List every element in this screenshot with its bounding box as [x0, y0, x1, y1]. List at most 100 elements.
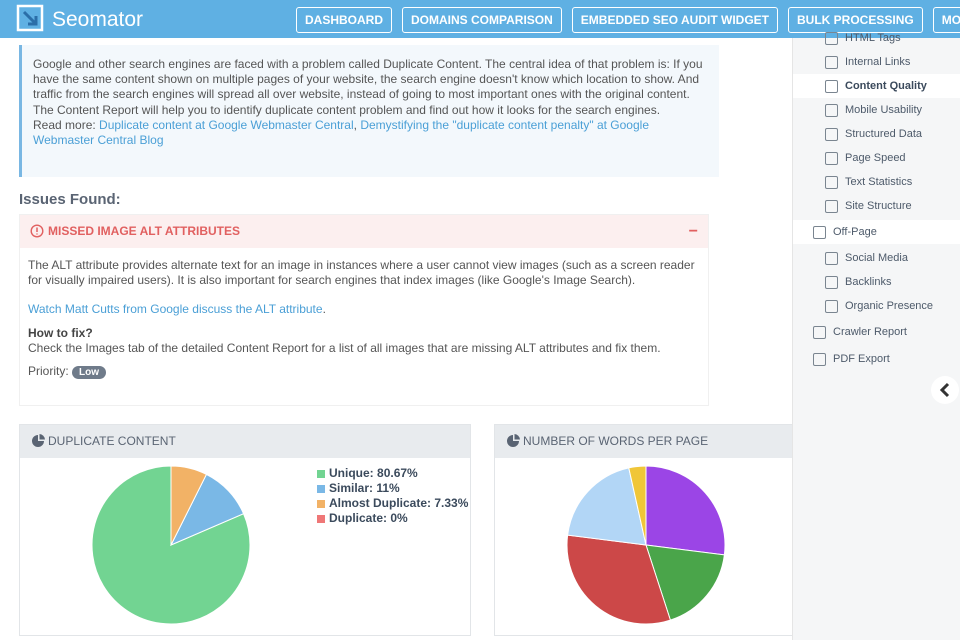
nav-button[interactable]: EMBEDDED SEO AUDIT WIDGET	[571, 7, 779, 33]
pie-icon	[507, 434, 520, 447]
pie-slice	[170, 465, 208, 546]
icon	[825, 128, 838, 141]
legend-label: Duplicate	[329, 511, 383, 525]
sidebar-item[interactable]: Organic Presence	[793, 294, 960, 318]
icon	[825, 104, 838, 117]
chart-panel: NUMBER OF WORDS PER PAGE	[494, 424, 806, 636]
sidebar-label: Backlinks	[845, 276, 892, 288]
collapse-button[interactable]	[930, 375, 960, 405]
brand[interactable]: Seomator	[52, 8, 144, 31]
panel-header: NUMBER OF WORDS PER PAGE	[495, 425, 805, 458]
sidebar-label: Text Statistics	[845, 176, 913, 188]
sidebar-label: HTML Tags	[845, 32, 901, 44]
chart	[566, 465, 726, 625]
sidebar-item[interactable]: Crawler Report	[793, 320, 960, 344]
icon	[813, 326, 826, 339]
nav-button[interactable]: DASHBOARD	[296, 7, 392, 33]
info-text: Google and other search engines are face…	[33, 57, 703, 117]
issue: MISSED IMAGE ALT ATTRIBUTES − The ALT at…	[19, 214, 709, 406]
info-box: Google and other search engines are face…	[19, 45, 719, 177]
legend-value: 0%	[390, 511, 408, 525]
pie-slice	[628, 465, 647, 546]
icon	[825, 252, 838, 265]
sidebar-item[interactable]: Internal Links	[793, 50, 960, 74]
sidebar-item[interactable]: Site Structure	[793, 194, 960, 218]
legend-swatch	[317, 485, 325, 493]
sidebar-item[interactable]: Structured Data	[793, 122, 960, 146]
icon	[825, 80, 838, 93]
icon	[825, 300, 838, 313]
legend-swatch	[317, 500, 325, 508]
pie-slice	[567, 467, 647, 546]
panel-header: DUPLICATE CONTENT	[20, 425, 470, 458]
icon	[825, 56, 838, 69]
sidebar-label: Crawler Report	[833, 326, 907, 338]
sidebar-item[interactable]: PDF Export	[793, 347, 960, 371]
sidebar-item[interactable]: Backlinks	[793, 270, 960, 294]
separator: :	[427, 496, 431, 510]
icon	[813, 226, 826, 239]
legend-value: 80.67%	[377, 466, 418, 480]
legend-entry: Almost Duplicate: 7.33%	[329, 496, 469, 510]
sidebar-label: Off-Page	[833, 226, 877, 238]
sidebar-label: Social Media	[845, 252, 908, 264]
how-to-fix: How to fix?	[28, 325, 93, 340]
legend-entry: Unique: 80.67%	[329, 466, 418, 480]
sidebar-label: Mobile Usability	[845, 104, 923, 116]
priority-label: Priority:	[28, 364, 69, 379]
pie-slice	[645, 465, 726, 556]
pie-slice	[566, 534, 672, 625]
sidebar-item[interactable]: Text Statistics	[793, 170, 960, 194]
sidebar-item[interactable]: Off-Page	[793, 220, 960, 244]
nav-button[interactable]: MONITOR	[932, 7, 960, 33]
punctuation: .	[322, 302, 326, 317]
fix-text: Check the Images tab of the detailed Con…	[28, 340, 661, 355]
nav-button[interactable]: DOMAINS COMPARISON	[402, 7, 562, 33]
sidebar-item[interactable]: HTML Tags	[793, 26, 960, 50]
link[interactable]: Duplicate content at Google Webmaster Ce…	[99, 117, 354, 132]
nav-button[interactable]: BULK PROCESSING	[788, 7, 923, 33]
icon	[825, 200, 838, 213]
separator: :	[370, 466, 374, 480]
read-more: Read more:	[33, 117, 96, 132]
sidebar-label: Site Structure	[845, 200, 912, 212]
sidebar-label: Internal Links	[845, 56, 911, 68]
legend-swatch	[317, 515, 325, 523]
sidebar-label: Content Quality	[845, 80, 927, 92]
pie-slice	[645, 544, 725, 621]
icon	[825, 32, 838, 45]
separator: :	[383, 511, 387, 525]
pie-icon	[32, 434, 45, 447]
sidebar-item[interactable]: Social Media	[793, 246, 960, 270]
icon	[825, 176, 838, 189]
legend-entry: Duplicate: 0%	[329, 511, 408, 525]
toggle[interactable]: −	[688, 223, 698, 240]
icon	[825, 276, 838, 289]
issue-title: MISSED IMAGE ALT ATTRIBUTES	[48, 224, 240, 238]
header: Seomator DASHBOARD DOMAINS COMPARISON EMBE…	[0, 0, 960, 38]
icon	[813, 353, 826, 366]
sidebar: HTML Tags Internal Links Content Quality Mo…	[792, 32, 960, 640]
sidebar-item[interactable]: Mobile Usability	[793, 98, 960, 122]
legend-label: Similar	[329, 481, 369, 495]
legend-value: 11%	[376, 481, 400, 495]
link[interactable]: Demystifying the "duplicate content pena…	[33, 117, 649, 148]
sidebar-label: Structured Data	[845, 128, 923, 140]
legend-swatch	[317, 470, 325, 478]
sidebar-label: Page Speed	[845, 152, 906, 164]
separator: :	[369, 481, 373, 495]
legend-label: Unique	[329, 466, 370, 480]
separator: ,	[353, 117, 357, 132]
nav: DASHBOARD DOMAINS COMPARISON EMBEDDED SEO …	[296, 7, 960, 33]
issue-header[interactable]: MISSED IMAGE ALT ATTRIBUTES −	[20, 215, 708, 248]
sidebar-item[interactable]: Page Speed	[793, 146, 960, 170]
icon	[825, 152, 838, 165]
issue-body: The ALT attribute provides alternate tex…	[20, 248, 708, 390]
sidebar-label: PDF Export	[833, 353, 890, 365]
legend-label: Almost Duplicate	[329, 496, 427, 510]
legend-entry: Similar: 11%	[329, 481, 400, 495]
legend-value: 7.33%	[434, 496, 468, 510]
sidebar-item[interactable]: Content Quality	[793, 74, 960, 98]
link[interactable]: Watch Matt Cutts from Google discuss the…	[28, 302, 323, 317]
